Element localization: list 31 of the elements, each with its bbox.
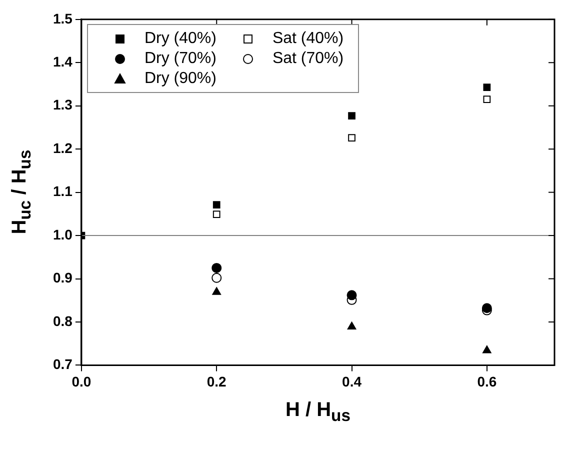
point bbox=[212, 272, 222, 283]
y-tick-label: 1.0 bbox=[52, 226, 73, 242]
point bbox=[483, 96, 491, 104]
legend-label: Dry (70%) bbox=[144, 49, 216, 68]
x-axis-title: H / H$_{us}$ bbox=[284, 399, 352, 426]
y-tick-label: 1.3 bbox=[52, 96, 73, 113]
point bbox=[346, 290, 357, 300]
point bbox=[212, 262, 222, 273]
x-tick-label: 0.6 bbox=[477, 373, 497, 390]
y-tick-label: 1.2 bbox=[52, 140, 73, 156]
point bbox=[212, 287, 222, 295]
point bbox=[483, 84, 491, 91]
legend-label: Dry (90%) bbox=[144, 69, 216, 88]
y-tick-label: 0.8 bbox=[52, 312, 73, 329]
point bbox=[212, 210, 220, 218]
point bbox=[482, 346, 492, 354]
y-tick-label: 0.7 bbox=[52, 356, 73, 372]
point bbox=[212, 201, 220, 209]
y-tick-label: 1.4 bbox=[52, 53, 73, 70]
x-tick-label: 0.0 bbox=[72, 373, 92, 390]
legend-label: Sat (70%) bbox=[272, 49, 344, 68]
y-tick-label: 1.1 bbox=[52, 183, 73, 200]
legend-label: Dry (40%) bbox=[144, 29, 216, 48]
y-tick-label: 0.9 bbox=[52, 270, 73, 286]
point bbox=[348, 134, 356, 142]
x-tick-label: 0.4 bbox=[342, 373, 362, 390]
y-tick-label: 1.5 bbox=[52, 10, 73, 26]
point bbox=[347, 322, 356, 330]
point bbox=[348, 112, 356, 120]
x-tick-label: 0.2 bbox=[206, 373, 227, 390]
legend-label: Sat (40%) bbox=[272, 29, 344, 48]
